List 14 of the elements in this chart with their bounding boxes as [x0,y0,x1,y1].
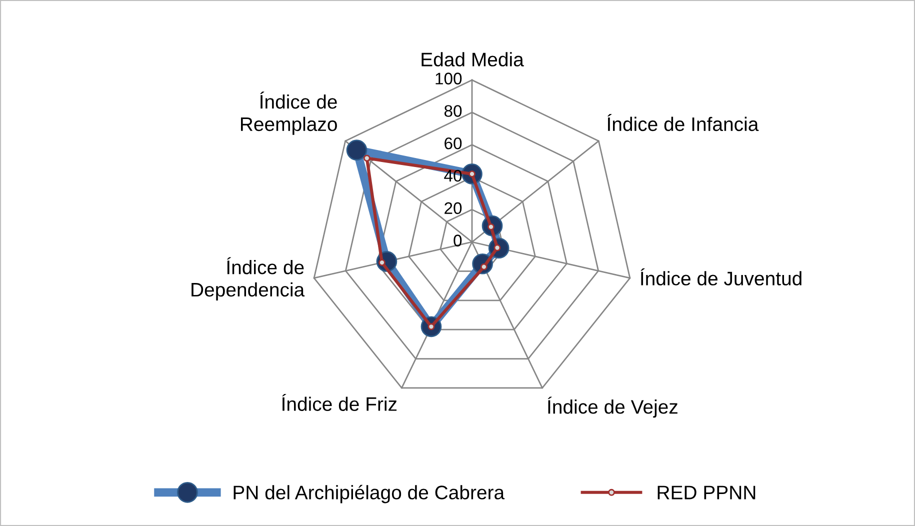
spoke-label: Índice de Dependencia [192,257,305,300]
spoke-label: Índice de Reemplazo [240,92,337,135]
legend-label: RED PPNN [658,486,756,500]
y-tick-label: 0 [454,234,462,246]
y-tick-label: 100 [436,72,462,84]
y-tick-label: 80 [444,105,462,117]
spoke-label: Índice de Infancia [608,114,759,132]
spoke-label: Índice de Vejez [548,396,678,418]
y-tick-label: 60 [444,137,462,150]
spoke-label: Índice de Juventud [640,268,802,286]
y-tick-label: 20 [444,202,462,214]
spoke-label: Índice de Friz [282,394,397,411]
legend-label: PN del Archipiélago de Cabrera [234,484,505,504]
spoke-label: Edad Media [422,52,524,66]
